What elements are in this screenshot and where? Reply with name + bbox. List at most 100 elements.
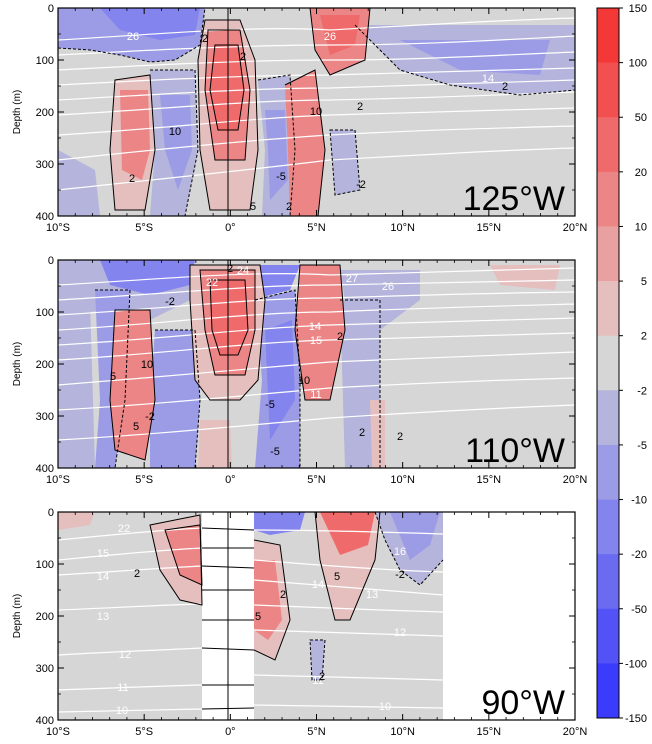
x-tick-label: 10°N <box>390 474 415 486</box>
colorbar-label: -50 <box>631 604 647 616</box>
y-tick-label: 100 <box>36 307 54 319</box>
anomaly-contour-label: 2 <box>202 33 208 45</box>
anomaly-contour-label: 2 <box>240 51 246 63</box>
y-axis-label: Depth (m) <box>12 90 23 134</box>
anomaly-contours <box>95 264 381 468</box>
x-tick-label: 5°N <box>307 474 326 486</box>
colorbar-segment <box>597 226 619 282</box>
anomaly-contour-label: 5 <box>110 371 116 383</box>
y-tick-label: 400 <box>36 211 54 223</box>
isotherm-label: 14 <box>312 579 324 591</box>
x-tick-label: 15°N <box>477 474 502 486</box>
colorbar-label: -10 <box>631 495 647 507</box>
isotherm-label: 10 <box>116 705 128 717</box>
x-tick-label: 20°N <box>563 726 588 738</box>
anomaly-contour-label: 2 <box>129 173 135 185</box>
isotherm-label: 13 <box>366 589 378 601</box>
isotherm-label: 12 <box>119 649 131 661</box>
colorbar-label: 5 <box>641 276 647 288</box>
colorbar-label: 150 <box>629 3 647 15</box>
panel-label-90w: 90°W <box>481 684 565 722</box>
isotherm-label: 14 <box>309 321 321 333</box>
colorbar-segment <box>597 117 619 173</box>
isotherm-label: 27 <box>346 273 358 285</box>
colorbar-label: 10 <box>635 221 647 233</box>
colorbar-segment <box>597 499 619 555</box>
anomaly-contour-label: 2 <box>319 671 325 683</box>
isotherm-label: 16 <box>394 546 406 558</box>
anomaly-contour-label: 2 <box>286 201 292 213</box>
y-axis-label: Depth (m) <box>12 594 23 638</box>
x-tick-label: 20°N <box>563 474 588 486</box>
colorbar-label: -150 <box>625 713 647 725</box>
axis-ticks: 10°S 5°S 0° 5°N 10°N 15°N 20°N 0 100 200 300 400 <box>36 507 588 738</box>
panel-label-125w: 125°W <box>463 180 565 218</box>
y-tick-label: 0 <box>48 507 54 519</box>
anomaly-contour-label: 2 <box>134 568 140 580</box>
colorbar-label: 20 <box>635 167 647 179</box>
y-axis-label: Depth (m) <box>12 342 23 386</box>
isotherm-label: 26 <box>324 31 336 43</box>
colorbar-segment <box>597 8 619 64</box>
anomaly-contours <box>149 512 444 681</box>
x-tick-label: 0° <box>225 474 236 486</box>
y-tick-label: 200 <box>36 611 54 623</box>
anomaly-contour-label: -5 <box>265 399 275 411</box>
isotherm-label: 22 <box>206 277 218 289</box>
y-tick-label: 0 <box>48 3 54 15</box>
anomaly-contour-label: 2 <box>359 427 365 439</box>
y-tick-label: 200 <box>36 107 54 119</box>
y-tick-label: 400 <box>36 463 54 475</box>
isotherm-label: 14 <box>482 73 494 85</box>
anomaly-contour-label: -2 <box>356 179 366 191</box>
isotherm-label: 24 <box>237 265 249 277</box>
colorbar-segment <box>597 62 619 118</box>
colorbar-label: -2 <box>637 385 647 397</box>
anomaly-contour-label: 2 <box>357 101 363 113</box>
isotherm-label: 15 <box>97 548 109 560</box>
y-tick-label: 300 <box>36 411 54 423</box>
anomaly-contour-label: 2 <box>337 331 343 343</box>
colorbar-segment <box>597 335 619 391</box>
colorbar: 150 100 50 20 10 5 2 -2 -5 -10 -20 -50 -100 -150 <box>596 3 647 725</box>
colorbar-label: -100 <box>625 658 647 670</box>
isotherm-lines <box>58 527 444 713</box>
colorbar-segment <box>597 554 619 610</box>
anomaly-contour-label: -5 <box>270 446 280 458</box>
isotherm-label: 11 <box>117 682 128 694</box>
panel-label-110w: 110°W <box>465 432 565 470</box>
anomaly-contour-label: 5 <box>255 611 261 623</box>
anomaly-contour-label: 10 <box>141 359 153 371</box>
isotherm-label: 13 <box>97 611 109 623</box>
x-tick-label: 0° <box>225 726 236 738</box>
colorbar-segment <box>597 281 619 337</box>
colorbar-label: -20 <box>631 549 647 561</box>
colorbar-label: 50 <box>635 112 647 124</box>
isotherm-label: 15 <box>310 335 322 347</box>
y-tick-label: 100 <box>36 559 54 571</box>
colorbar-label: 100 <box>629 58 647 70</box>
y-tick-label: 300 <box>36 159 54 171</box>
x-tick-label: 5°S <box>135 474 153 486</box>
x-tick-label: 0° <box>225 222 236 234</box>
x-tick-label: 10°S <box>46 222 70 234</box>
anomaly-contour-label: 10 <box>169 126 181 138</box>
colorbar-segment <box>597 444 619 501</box>
anomaly-contour-label: 5 <box>334 571 340 583</box>
anomaly-contour-label: 10 <box>310 106 322 118</box>
contour-labels: 22 15 14 13 12 11 10 14 13 12 11 10 16 2 5 2 5 -2 2 <box>97 523 406 717</box>
anomaly-contour-label: 2 <box>227 263 233 275</box>
anomaly-fill <box>58 512 443 680</box>
colorbar-label: 2 <box>641 331 647 343</box>
plot-frame <box>57 511 576 721</box>
x-tick-label: 10°N <box>390 726 415 738</box>
anomaly-contour-label: 2 <box>502 81 508 93</box>
isotherm-lines <box>58 267 575 441</box>
isotherm-label: 14 <box>97 571 109 583</box>
colorbar-segment <box>597 171 619 227</box>
isotherm-label: 11 <box>310 389 321 401</box>
panel-125w: 10°S 5°S 0° 5°N 10°N 15°N 20°N 0 100 200 300 400 26… <box>12 3 587 234</box>
